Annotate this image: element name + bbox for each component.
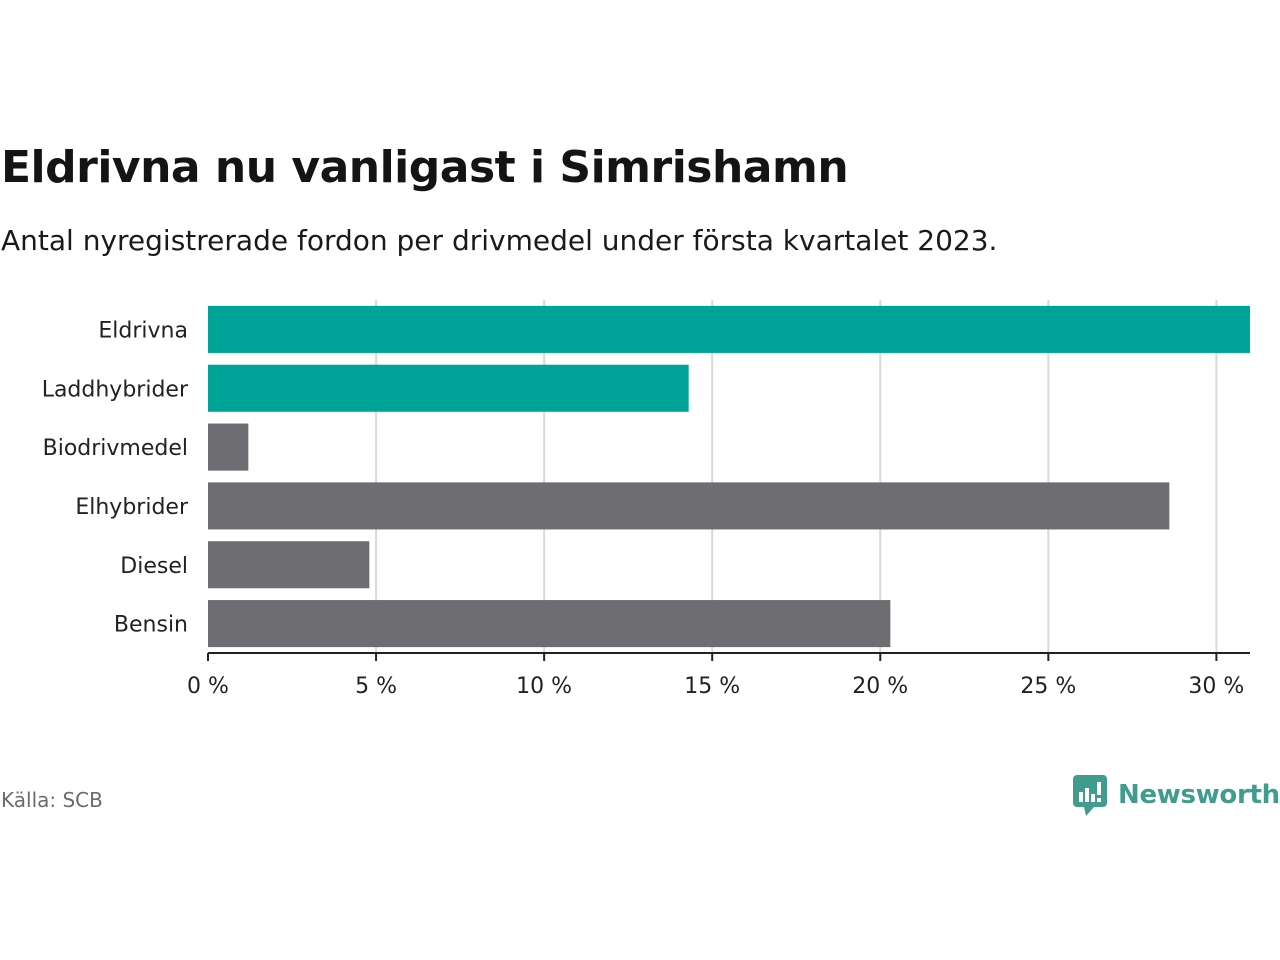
chart-title: Eldrivna nu vanligast i Simrishamn bbox=[1, 142, 849, 193]
source-note: Källa: SCB bbox=[1, 788, 103, 812]
bars bbox=[208, 305, 1250, 648]
category-labels: Eldrivna Laddhybrider Biodrivmedel Elhybrid… bbox=[42, 318, 189, 637]
category-label: Biodrivmedel bbox=[43, 436, 188, 461]
bar bbox=[208, 305, 1250, 353]
newsworthy-logo-icon bbox=[1073, 775, 1107, 816]
bar-chart: Eldrivna Laddhybrider Biodrivmedel Elhybrid… bbox=[42, 300, 1250, 699]
x-tick-label: 20 % bbox=[852, 674, 908, 699]
brand-logo: Newsworthy bbox=[1072, 774, 1280, 816]
x-tick-label: 15 % bbox=[684, 674, 740, 699]
bar bbox=[208, 600, 891, 648]
bar bbox=[208, 541, 370, 589]
brand-name: Newsworthy bbox=[1118, 780, 1280, 810]
x-tick-label: 25 % bbox=[1020, 674, 1076, 699]
x-tick-label: 5 % bbox=[355, 674, 397, 699]
x-axis: 0 % 5 % 10 % 15 % 20 % 25 % 30 % bbox=[187, 652, 1250, 699]
category-label: Diesel bbox=[120, 554, 188, 579]
category-label: Elhybrider bbox=[75, 495, 189, 520]
x-tick-label: 30 % bbox=[1188, 674, 1244, 699]
bar bbox=[208, 423, 249, 471]
gridlines bbox=[375, 300, 1218, 653]
bar bbox=[208, 482, 1170, 530]
category-label: Bensin bbox=[114, 613, 188, 638]
bar bbox=[208, 364, 689, 412]
x-tick-label: 10 % bbox=[516, 674, 572, 699]
x-tick-label: 0 % bbox=[187, 674, 229, 699]
category-label: Laddhybrider bbox=[42, 377, 189, 402]
chart-subtitle: Antal nyregistrerade fordon per drivmede… bbox=[1, 224, 998, 257]
category-label: Eldrivna bbox=[98, 318, 188, 343]
